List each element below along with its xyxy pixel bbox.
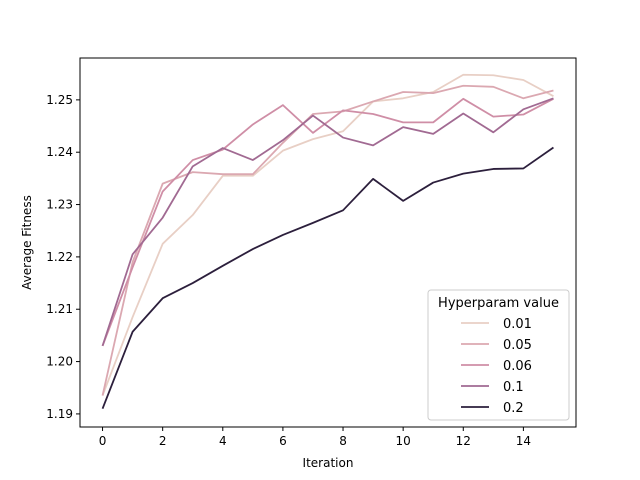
series-line-2 [101,97,554,347]
axes-frame [79,57,577,428]
y-axis-label: Average Fitness [20,195,34,290]
series-line-4 [101,146,554,410]
y-tick-label: 1.25 [46,93,73,107]
x-tick-label: 6 [279,434,287,448]
y-tick-label: 1.22 [46,250,73,264]
legend-entry-4: 0.2 [503,401,524,416]
y-tick-label: 1.20 [46,355,73,369]
legend-entry-0: 0.01 [503,317,532,332]
legend: Hyperparam value 0.01 0.05 0.06 0.1 0.2 [427,289,570,421]
y-tick-label: 1.19 [46,407,73,421]
x-axis-label: Iteration [303,456,354,470]
series-line-0 [101,73,554,396]
legend-entry-2: 0.06 [503,359,532,374]
series-layer [101,73,554,410]
x-tick-label: 4 [219,434,227,448]
legend-entry-1: 0.05 [503,338,532,353]
series-line-1 [101,84,554,396]
x-tick-label: 12 [456,434,471,448]
legend-title: Hyperparam value [438,296,559,311]
x-tick-label: 2 [159,434,167,448]
x-tick-label: 10 [396,434,411,448]
legend-entry-3: 0.1 [503,380,524,395]
series-line-3 [101,97,554,347]
axes-layer: 0 2 4 6 8 10 12 14 1.19 1.20 1.21 1.22 1.23 1.24 1.25 I… [20,57,577,470]
x-tick-label: 0 [99,434,107,448]
y-tick-label: 1.23 [46,198,73,212]
x-tick-label: 8 [339,434,347,448]
y-tick-label: 1.21 [46,302,73,316]
x-tick-label: 14 [516,434,531,448]
y-tick-label: 1.24 [46,145,73,159]
